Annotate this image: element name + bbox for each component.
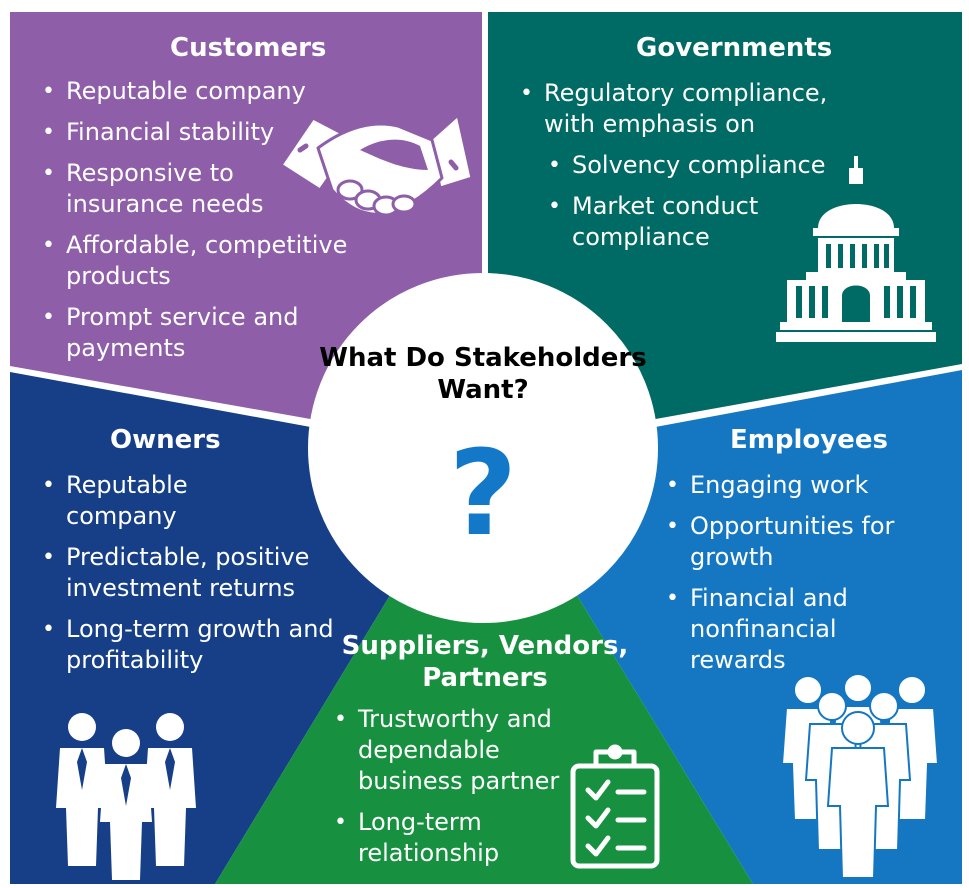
employees-list: Engaging work Opportunities for growth F… — [662, 470, 952, 676]
list-item: Reputable company — [38, 470, 246, 532]
list-item: Prompt service and payments — [38, 302, 336, 364]
list-item: Long-term relationship — [330, 807, 548, 869]
customers-list: Reputable company Financial stability Re… — [38, 76, 458, 364]
handshake-icon — [279, 113, 474, 217]
list-item: Affordable, competitive products — [38, 230, 396, 292]
owners-list: Reputable company Predictable, positive … — [38, 470, 338, 676]
suppliers-title: Suppliers, Vendors, Partners — [341, 631, 629, 693]
governments-list: Regulatory compliance, with emphasis on … — [516, 78, 936, 253]
governments-title: Governments — [636, 33, 833, 63]
governments-sublist: Solvency compliance Market conduct compl… — [544, 150, 854, 253]
list-item: Reputable company — [38, 76, 366, 107]
employees-section: Employees Engaging work Opportunities fo… — [662, 424, 952, 686]
list-item: Financial stability — [38, 117, 326, 148]
list-item: Long-term growth and profitability — [38, 614, 336, 676]
employees-title: Employees — [730, 425, 888, 455]
clipboard-checklist-icon — [570, 744, 660, 869]
capitol-columns — [796, 244, 916, 322]
owners-section: Owners Reputable company Predictable, po… — [38, 424, 338, 686]
sub-list-item: Solvency compliance — [544, 150, 842, 181]
list-item-label: Regulatory compliance, with emphasis on — [544, 79, 828, 138]
list-item: Opportunities for growth — [662, 511, 940, 573]
governments-section: Governments Regulatory compliance, with … — [516, 32, 936, 263]
list-item: Engaging work — [662, 470, 940, 501]
center-title: What Do Stakeholders Want? — [319, 343, 647, 405]
customers-section: Customers Reputable company Financial st… — [38, 32, 458, 374]
list-item: Financial and nonfinancial rewards — [662, 583, 890, 676]
suppliers-section: Suppliers, Vendors, Partners Trustworthy… — [330, 630, 650, 879]
list-item: Regulatory compliance, with emphasis on … — [516, 78, 854, 253]
group-of-three-people-icon — [56, 713, 196, 880]
question-mark-icon: ? — [448, 424, 518, 562]
crowd-of-people-icon — [780, 673, 940, 879]
list-item: Predictable, positive investment returns — [38, 542, 346, 604]
list-item: Responsive to insurance needs — [38, 158, 296, 220]
suppliers-list: Trustworthy and dependable business part… — [330, 704, 650, 869]
owners-title: Owners — [110, 425, 221, 455]
sub-list-item: Market conduct compliance — [544, 191, 772, 253]
customers-title: Customers — [170, 33, 327, 63]
list-item: Trustworthy and dependable business part… — [330, 704, 583, 797]
center-circle — [308, 273, 658, 623]
